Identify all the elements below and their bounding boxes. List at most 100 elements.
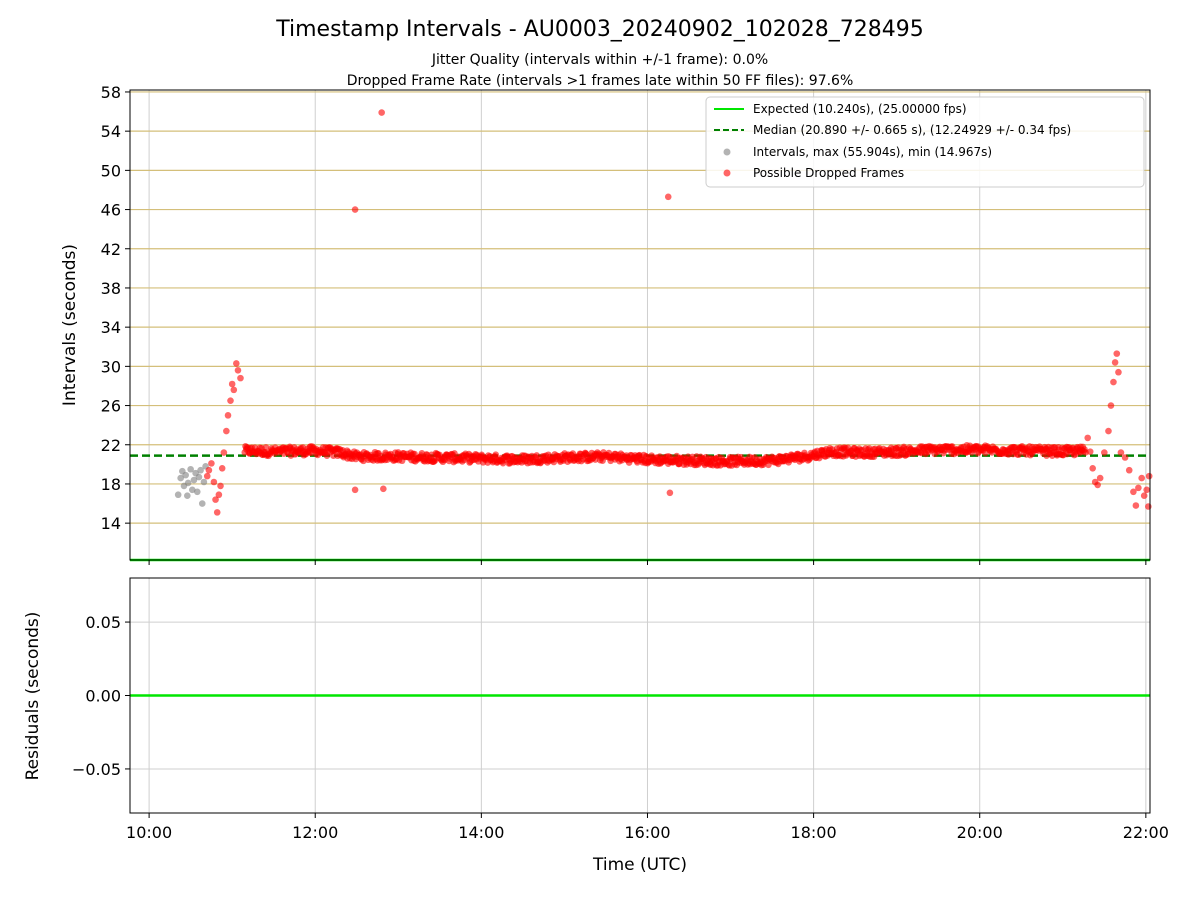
- legend-dropped-label: Possible Dropped Frames: [753, 166, 904, 180]
- dropped-frame-point: [210, 478, 218, 486]
- dropped-frame-point: [1143, 486, 1150, 494]
- intervals-y-tick-label: 26: [101, 397, 121, 416]
- x-tick-label: 10:00: [126, 823, 172, 842]
- chart-subtitle-dropped: Dropped Frame Rate (intervals >1 frames …: [347, 73, 854, 89]
- residuals-axes-frame: [129, 577, 1151, 814]
- legend-intervals-marker: [723, 148, 731, 156]
- dropped-frame-point: [230, 386, 238, 394]
- intervals-axes-frame: [129, 89, 1151, 561]
- legend: Expected (10.240s), (25.00000 fps) Media…: [705, 96, 1145, 188]
- interval-point: [198, 500, 206, 507]
- dropped-frame-point: [1117, 449, 1125, 456]
- residuals-y-axis-label: Residuals (seconds): [23, 612, 43, 781]
- dropped-frame-point: [1015, 451, 1022, 459]
- residuals-y-tick-label: −0.05: [72, 760, 121, 779]
- interval-point: [188, 486, 196, 494]
- dropped-frame-point: [213, 509, 221, 516]
- dropped-frame-point: [1089, 464, 1096, 472]
- dropped-frame-point: [666, 489, 674, 497]
- interval-point: [174, 491, 182, 499]
- dropped-frame-point: [1138, 474, 1145, 482]
- dropped-frame-point: [220, 449, 228, 456]
- interval-point: [200, 478, 208, 486]
- dropped-frame-point: [1084, 434, 1092, 442]
- intervals-y-tick-label: 22: [101, 436, 121, 455]
- dropped-frame-point: [380, 485, 387, 493]
- legend-median-label: Median (20.890 +/- 0.665 s), (12.24929 +…: [753, 123, 1071, 137]
- dropped-frame-point: [212, 496, 219, 503]
- interval-point: [190, 476, 198, 484]
- interval-point: [184, 492, 191, 500]
- interval-point: [177, 474, 184, 482]
- intervals-axes: 14 18 22 26 30 34 38 42 46 50 54 58: [101, 83, 1151, 565]
- intervals-y-tick-label: 30: [101, 357, 121, 376]
- intervals-y-axis-label: Intervals (seconds): [60, 244, 80, 406]
- x-tick-label: 20:00: [957, 823, 1003, 842]
- x-tick-label: 18:00: [791, 823, 837, 842]
- intervals-y-tick-label: 50: [101, 161, 121, 180]
- dropped-frame-point: [224, 412, 232, 419]
- dropped-frame-point: [1101, 449, 1108, 456]
- dropped-frame-point: [215, 491, 223, 499]
- dropped-frame-point: [237, 374, 244, 382]
- dropped-frame-point: [203, 472, 211, 480]
- intervals-y-tick-label: 42: [101, 240, 121, 259]
- dropped-frame-point: [228, 380, 236, 388]
- chart-title: Timestamp Intervals - AU0003_20240902_10…: [275, 17, 924, 42]
- dropped-frame-point: [664, 193, 672, 201]
- x-axis-label: Time (UTC): [592, 855, 687, 875]
- dropped-frame-point: [233, 360, 240, 367]
- legend-box: [705, 96, 1145, 188]
- dropped-frame-point: [234, 366, 242, 374]
- dropped-frame-point: [1132, 502, 1140, 509]
- dropped-frame-point: [1110, 378, 1117, 386]
- residuals-axes: 10:00 12:00 14:00 16:00 18:00 20:00 22:00 0.05 0…: [72, 577, 1169, 842]
- dropped-frame-point: [351, 206, 359, 213]
- interval-point: [187, 465, 194, 473]
- intervals-y-tick-label: 54: [101, 122, 121, 141]
- legend-intervals-label: Intervals, max (55.904s), min (14.967s): [753, 145, 992, 159]
- interval-point: [184, 479, 192, 487]
- dropped-frame-point: [1140, 492, 1148, 500]
- intervals-y-tick-label: 38: [101, 279, 121, 298]
- dropped-frame-point: [218, 464, 226, 472]
- residuals-y-tick-label: 0.05: [85, 613, 121, 632]
- legend-dropped-marker: [723, 169, 731, 177]
- x-tick-label: 22:00: [1123, 823, 1169, 842]
- interval-point: [182, 471, 189, 479]
- dropped-frame-point: [1086, 448, 1094, 455]
- dropped-frame-point: [205, 466, 213, 474]
- dropped-frame-point: [1115, 368, 1122, 376]
- dropped-frame-point: [378, 109, 385, 116]
- dropped-frame-point: [1113, 350, 1121, 357]
- chart-subtitle-jitter: Jitter Quality (intervals within +/-1 fr…: [431, 52, 768, 68]
- dropped-frame-point: [1096, 474, 1104, 482]
- interval-point: [193, 488, 201, 496]
- x-tick-label: 12:00: [292, 823, 338, 842]
- dropped-frame-point: [1130, 488, 1137, 496]
- dropped-frame-point: [262, 444, 270, 451]
- dropped-frame-point: [217, 482, 224, 490]
- x-tick-label: 14:00: [458, 823, 504, 842]
- dropped-frame-point: [1094, 481, 1101, 489]
- dropped-frame-point: [1125, 466, 1133, 474]
- dropped-frame-point: [492, 451, 500, 458]
- dropped-frame-point: [208, 460, 215, 467]
- legend-expected-label: Expected (10.240s), (25.00000 fps): [753, 102, 967, 116]
- dropped-frame-point: [1121, 454, 1129, 461]
- residuals-panel: 10:00 12:00 14:00 16:00 18:00 20:00 22:00 0.05 0…: [23, 577, 1169, 875]
- intervals-panel: 14 18 22 26 30 34 38 42 46 50 54 58 Intervals (seco…: [60, 83, 1153, 565]
- dropped-frame-point: [1145, 472, 1153, 480]
- dropped-frame-point: [1135, 484, 1142, 492]
- x-tick-label: 16:00: [624, 823, 670, 842]
- dropped-frame-point: [223, 427, 230, 435]
- intervals-y-tick-label: 18: [101, 475, 121, 494]
- intervals-y-tick-label: 34: [101, 318, 121, 337]
- residuals-y-tick-label: 0.00: [85, 687, 121, 706]
- dropped-frame-point: [1145, 503, 1152, 510]
- dropped-frame-point: [227, 397, 234, 404]
- dropped-frame-point: [1105, 427, 1112, 435]
- intervals-y-tick-label: 14: [101, 514, 121, 533]
- intervals-series: [130, 109, 1153, 562]
